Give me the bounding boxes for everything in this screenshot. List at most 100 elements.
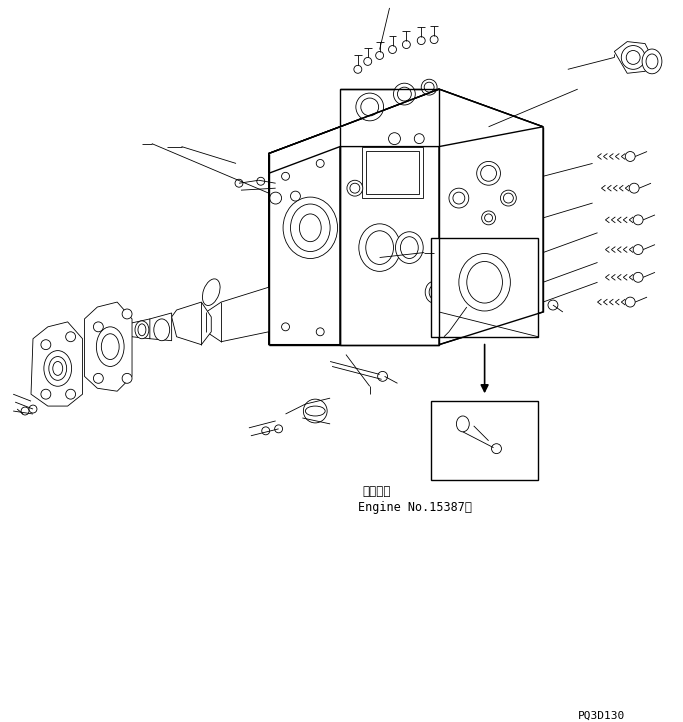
Circle shape bbox=[402, 40, 410, 48]
Ellipse shape bbox=[96, 327, 124, 367]
Circle shape bbox=[626, 51, 640, 64]
Circle shape bbox=[122, 373, 132, 383]
Ellipse shape bbox=[138, 324, 146, 336]
Polygon shape bbox=[171, 302, 211, 344]
Circle shape bbox=[430, 35, 438, 43]
Circle shape bbox=[389, 45, 396, 53]
Circle shape bbox=[633, 272, 643, 282]
Circle shape bbox=[393, 83, 415, 105]
Circle shape bbox=[364, 58, 372, 66]
Circle shape bbox=[625, 297, 635, 307]
Polygon shape bbox=[206, 287, 268, 342]
Circle shape bbox=[398, 87, 411, 101]
Polygon shape bbox=[268, 89, 543, 173]
Circle shape bbox=[303, 399, 327, 423]
Circle shape bbox=[316, 160, 324, 168]
Circle shape bbox=[281, 323, 290, 331]
Bar bbox=[431, 238, 538, 336]
Polygon shape bbox=[31, 322, 83, 406]
Circle shape bbox=[257, 178, 265, 186]
Circle shape bbox=[94, 322, 103, 332]
Circle shape bbox=[633, 245, 643, 255]
Ellipse shape bbox=[456, 416, 469, 432]
Bar bbox=[431, 401, 538, 480]
Ellipse shape bbox=[53, 362, 63, 375]
Polygon shape bbox=[85, 302, 132, 391]
Circle shape bbox=[417, 37, 426, 45]
Ellipse shape bbox=[429, 285, 439, 299]
Ellipse shape bbox=[426, 282, 443, 303]
Polygon shape bbox=[268, 127, 340, 344]
Circle shape bbox=[477, 162, 501, 186]
Circle shape bbox=[270, 192, 281, 204]
Circle shape bbox=[66, 332, 76, 342]
Circle shape bbox=[424, 82, 434, 92]
Ellipse shape bbox=[459, 253, 510, 311]
Ellipse shape bbox=[44, 351, 72, 386]
Ellipse shape bbox=[305, 406, 325, 416]
Circle shape bbox=[281, 173, 290, 180]
Circle shape bbox=[235, 179, 243, 187]
Circle shape bbox=[503, 193, 514, 203]
Circle shape bbox=[548, 300, 558, 310]
Text: PQ3D130: PQ3D130 bbox=[578, 711, 625, 721]
Ellipse shape bbox=[202, 279, 220, 305]
Ellipse shape bbox=[299, 214, 321, 242]
Polygon shape bbox=[615, 42, 652, 74]
Circle shape bbox=[449, 188, 469, 208]
Circle shape bbox=[485, 214, 492, 222]
Ellipse shape bbox=[283, 197, 337, 258]
Circle shape bbox=[354, 66, 362, 74]
Ellipse shape bbox=[101, 334, 119, 360]
Circle shape bbox=[41, 389, 51, 399]
Polygon shape bbox=[147, 313, 171, 341]
Circle shape bbox=[29, 405, 37, 413]
Ellipse shape bbox=[400, 237, 418, 258]
Ellipse shape bbox=[135, 321, 149, 339]
Bar bbox=[366, 151, 419, 194]
Circle shape bbox=[482, 211, 495, 225]
Polygon shape bbox=[127, 319, 150, 339]
Ellipse shape bbox=[395, 232, 423, 264]
Circle shape bbox=[290, 191, 301, 201]
Ellipse shape bbox=[48, 357, 67, 380]
Ellipse shape bbox=[290, 204, 330, 251]
Circle shape bbox=[66, 389, 76, 399]
Circle shape bbox=[421, 79, 437, 95]
Circle shape bbox=[316, 328, 324, 336]
Text: Engine No.15387～: Engine No.15387～ bbox=[358, 501, 472, 514]
Circle shape bbox=[356, 93, 384, 121]
Circle shape bbox=[122, 309, 132, 319]
Circle shape bbox=[94, 373, 103, 383]
Circle shape bbox=[625, 152, 635, 162]
Ellipse shape bbox=[154, 319, 169, 341]
Circle shape bbox=[490, 258, 507, 277]
Circle shape bbox=[262, 427, 270, 435]
Circle shape bbox=[633, 215, 643, 225]
Circle shape bbox=[415, 134, 424, 144]
Ellipse shape bbox=[359, 224, 400, 271]
Circle shape bbox=[350, 183, 360, 193]
Circle shape bbox=[275, 425, 283, 432]
Circle shape bbox=[389, 133, 400, 144]
Circle shape bbox=[21, 407, 29, 415]
Circle shape bbox=[622, 45, 645, 69]
Polygon shape bbox=[439, 89, 543, 344]
Polygon shape bbox=[340, 89, 439, 344]
Circle shape bbox=[501, 190, 516, 206]
Circle shape bbox=[492, 444, 501, 453]
Bar bbox=[362, 147, 423, 198]
Ellipse shape bbox=[466, 261, 503, 303]
Circle shape bbox=[376, 51, 384, 59]
Ellipse shape bbox=[366, 231, 393, 264]
Circle shape bbox=[481, 165, 497, 181]
Ellipse shape bbox=[642, 49, 662, 74]
Circle shape bbox=[378, 371, 387, 381]
Circle shape bbox=[347, 180, 363, 196]
Circle shape bbox=[361, 98, 378, 116]
Circle shape bbox=[41, 340, 51, 349]
Circle shape bbox=[453, 192, 465, 204]
Text: 適用号機: 適用号機 bbox=[363, 485, 391, 498]
Circle shape bbox=[629, 183, 639, 193]
Ellipse shape bbox=[646, 54, 658, 69]
